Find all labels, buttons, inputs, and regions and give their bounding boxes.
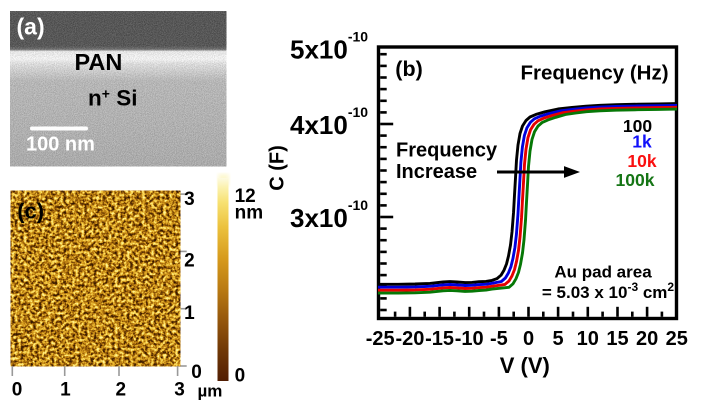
svg-text:-5: -5 [490, 328, 508, 350]
svg-text:Frequency (Hz): Frequency (Hz) [520, 62, 668, 85]
svg-text:(c): (c) [17, 198, 44, 223]
svg-text:Increase: Increase [396, 161, 477, 183]
svg-text:C (F): C (F) [267, 145, 289, 191]
svg-text:-25: -25 [366, 328, 395, 350]
svg-text:nm: nm [235, 203, 264, 224]
svg-text:= 5.03 x 10-3 cm2: = 5.03 x 10-3 cm2 [542, 280, 675, 302]
svg-text:PAN: PAN [75, 49, 123, 75]
svg-text:5: 5 [553, 328, 564, 350]
svg-text:100 nm: 100 nm [26, 134, 95, 156]
svg-text:V (V): V (V) [500, 353, 550, 378]
svg-text:4x10-10: 4x10-10 [290, 104, 368, 140]
svg-text:-10: -10 [455, 328, 484, 350]
svg-text:12: 12 [235, 186, 256, 207]
svg-text:3: 3 [184, 189, 195, 210]
svg-text:100k: 100k [616, 170, 655, 190]
svg-text:20: 20 [636, 328, 658, 350]
svg-text:0: 0 [191, 362, 202, 383]
svg-text:µm: µm [198, 382, 223, 401]
svg-text:(b): (b) [395, 57, 422, 81]
svg-text:Au pad area: Au pad area [554, 263, 652, 282]
svg-text:-20: -20 [395, 328, 424, 350]
svg-text:100: 100 [623, 116, 652, 136]
svg-text:1: 1 [60, 380, 71, 401]
svg-text:n+ Si: n+ Si [88, 86, 137, 111]
svg-text:1: 1 [184, 303, 195, 324]
svg-text:Frequency: Frequency [396, 140, 498, 162]
svg-text:3x10-10: 3x10-10 [290, 197, 368, 233]
svg-text:10: 10 [577, 328, 599, 350]
svg-text:-15: -15 [425, 328, 454, 350]
svg-text:(a): (a) [17, 14, 45, 40]
svg-text:3: 3 [174, 380, 185, 401]
svg-text:0: 0 [523, 328, 534, 350]
svg-text:1k: 1k [632, 131, 652, 151]
svg-text:25: 25 [666, 328, 688, 350]
svg-text:10k: 10k [627, 151, 656, 171]
svg-text:0: 0 [235, 366, 246, 387]
svg-text:2: 2 [116, 380, 127, 401]
svg-text:5x10-10: 5x10-10 [290, 28, 368, 64]
svg-text:0: 0 [12, 380, 23, 401]
svg-text:2: 2 [184, 250, 195, 271]
svg-text:15: 15 [606, 328, 628, 350]
